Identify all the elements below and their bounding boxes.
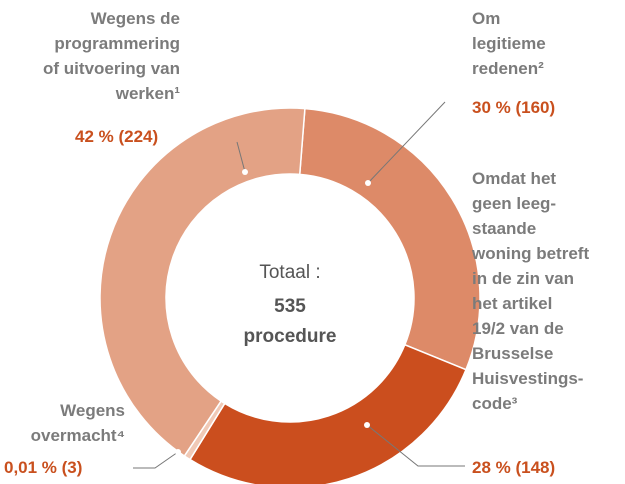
- value-label: 42 % (224): [75, 127, 159, 146]
- value-label: 30 % (160): [472, 98, 556, 117]
- leader-dot: [242, 169, 248, 175]
- segment-label: Om legitieme redenen²: [472, 9, 546, 78]
- donut-segment: [298, 107, 481, 371]
- center-unit: procedure: [243, 326, 337, 347]
- segment-label: Omdat het geen leeg- staande woning betr…: [472, 169, 590, 413]
- center-label: Totaal :: [259, 262, 321, 283]
- leader-line: [133, 451, 179, 469]
- segment-label: Wegens overmacht⁴: [30, 401, 125, 445]
- center-value: 535: [274, 296, 306, 317]
- donut-segment: [188, 343, 467, 484]
- donut-segment: [99, 107, 306, 457]
- leader-line: [236, 141, 246, 173]
- leader-line: [367, 101, 446, 184]
- value-label: 28 % (148): [472, 458, 556, 477]
- leader-dot: [364, 422, 370, 428]
- leader-line: [366, 424, 465, 467]
- leader-dot: [175, 449, 181, 455]
- leader-dot: [365, 180, 371, 186]
- value-label: 0,01 % (3): [4, 458, 83, 477]
- segment-label: Wegens de programmering of uitvoering va…: [43, 9, 180, 103]
